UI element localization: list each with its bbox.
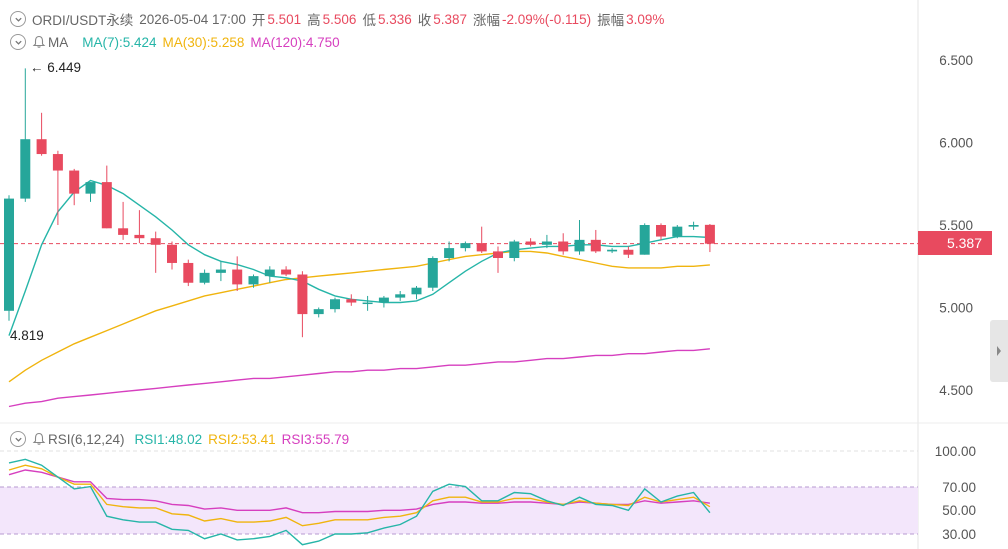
rsi3-value: RSI3:55.79 <box>281 431 350 447</box>
candle-body <box>558 241 569 252</box>
candle-body <box>574 239 585 252</box>
rsi-tick-label: 100.00 <box>935 444 976 459</box>
ma120-value: MA(120):4.750 <box>250 34 340 50</box>
change-label: 涨幅 <box>473 13 501 28</box>
ma-indicator-header: MA MA(7):5.424 MA(30):5.258 MA(120):4.75… <box>0 32 346 52</box>
candle-body <box>69 170 80 194</box>
candle-body <box>395 294 406 298</box>
candle-body <box>297 274 308 315</box>
rsi2-value: RSI2:53.41 <box>208 431 276 447</box>
price-tick-label: 6.000 <box>939 136 973 151</box>
rsi-name: RSI(6,12,24) <box>48 431 125 447</box>
candle-body <box>4 198 14 311</box>
high-value: 5.506 <box>322 11 357 27</box>
close-value: 5.387 <box>433 11 468 27</box>
alert-bell-icon[interactable] <box>32 35 46 49</box>
ma7-line <box>8 179 710 336</box>
ma-collapse-chevron-icon[interactable] <box>10 34 26 50</box>
candle-body <box>427 258 438 288</box>
open-value: 5.501 <box>267 11 302 27</box>
candle-body <box>607 249 618 252</box>
candle-body <box>639 225 650 255</box>
candle-body <box>215 269 226 273</box>
rsi-tick-label: 50.00 <box>942 503 976 518</box>
ma30-value: MA(30):5.258 <box>162 34 245 50</box>
ma30-line <box>8 250 710 383</box>
candle-body <box>378 297 389 303</box>
price-tick-label: 5.500 <box>939 218 973 233</box>
candle-body <box>411 287 422 295</box>
candle-body <box>199 272 210 283</box>
rsi-tick-label: 70.00 <box>942 480 976 495</box>
candle-body <box>330 299 340 310</box>
low-label: 低 <box>362 13 376 28</box>
candle-body <box>590 239 601 252</box>
candle-body <box>509 241 520 258</box>
rsi-collapse-chevron-icon[interactable] <box>10 431 26 447</box>
current-price-tag: 5.387 <box>918 231 992 255</box>
low-value: 5.336 <box>377 11 412 27</box>
candle-body <box>150 238 161 245</box>
price-tick-label: 6.500 <box>939 53 973 68</box>
rsi-indicator-header: RSI(6,12,24) RSI1:48.02 RSI2:53.41 RSI3:… <box>0 429 355 449</box>
open-label: 开 <box>251 13 266 28</box>
chevron-right-icon <box>997 346 1001 356</box>
candle-body <box>101 182 112 229</box>
candle-body <box>313 309 324 315</box>
candle-datetime: 2026-05-04 17:00 <box>139 11 246 27</box>
price-tick-label: 5.000 <box>939 301 973 316</box>
candle-body <box>248 276 259 285</box>
rsi-band <box>0 487 918 534</box>
candle-body <box>118 228 129 235</box>
candle-body <box>493 251 503 258</box>
ma120-line <box>8 348 710 408</box>
candle-body <box>623 249 634 255</box>
candle-body <box>362 302 373 305</box>
rsi1-line <box>8 458 711 546</box>
candle-body <box>232 269 243 285</box>
amplitude-label: 振幅 <box>597 13 625 28</box>
ma-name: MA <box>48 34 69 50</box>
price-tick-label: 4.500 <box>939 383 973 398</box>
collapse-chevron-icon[interactable] <box>10 11 26 27</box>
candle-body <box>134 234 145 239</box>
rsi-alert-bell-icon[interactable] <box>32 432 46 446</box>
candle-body <box>656 225 666 237</box>
candle-body <box>444 248 455 258</box>
ohlc-header: ORDI/USDT永续 2026-05-04 17:00 开 5.501 高 5… <box>0 9 670 29</box>
symbol-name: ORDI/USDT永续 <box>32 13 134 28</box>
candle-body <box>183 262 194 283</box>
rsi-tick-label: 30.00 <box>942 527 976 542</box>
candle-body <box>460 243 471 249</box>
low-marker: 4.819 <box>10 328 44 343</box>
change-value: -2.09%(-0.115) <box>502 11 592 27</box>
candle-body <box>704 224 715 244</box>
candle-body <box>525 241 536 245</box>
candle-body <box>264 269 275 277</box>
rsi1-value: RSI1:48.02 <box>134 431 203 447</box>
candle-body <box>20 139 31 199</box>
high-marker: ← 6.449 <box>30 60 82 75</box>
ma7-value: MA(7):5.424 <box>82 34 157 50</box>
candle-body <box>52 154 63 171</box>
candle-body <box>85 182 96 194</box>
close-label: 收 <box>417 13 432 28</box>
panel-toggle-handle[interactable] <box>990 320 1008 382</box>
high-label: 高 <box>307 13 321 28</box>
candle-body <box>36 139 47 155</box>
amplitude-value: 3.09% <box>626 11 665 27</box>
candle-body <box>688 225 699 227</box>
candle-body <box>346 299 357 303</box>
candle-body <box>281 269 292 275</box>
candle-body <box>672 226 683 237</box>
candle-body <box>541 241 552 245</box>
candle-body <box>476 243 487 252</box>
candle-body <box>167 244 177 263</box>
